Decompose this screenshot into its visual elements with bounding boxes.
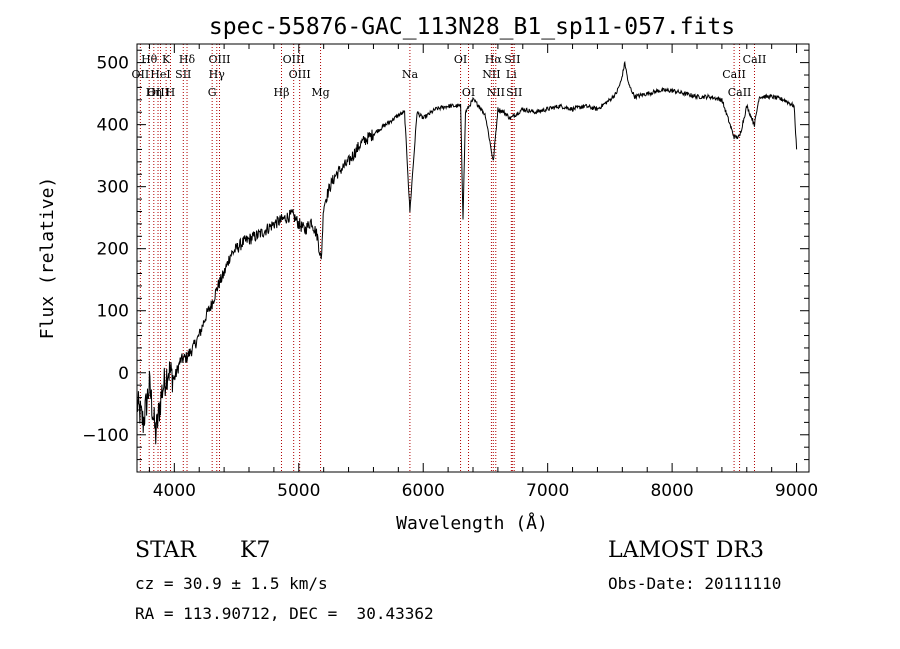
survey-name: LAMOST DR3 (608, 538, 764, 563)
x-tick-label: 4000 (153, 481, 196, 501)
spectral-line-markers: Hθ OII OIII K HeI Hη H Hδ SII OIII Hγ G OIII OIII Hβ Mg… (132, 44, 767, 472)
chart-title: spec-55876-GAC_113N28_B1_sp11-057.fits (209, 14, 735, 40)
line-marker-label: OII (132, 68, 150, 81)
line-marker-label: OIII (147, 86, 169, 99)
x-tick-label: 5000 (277, 481, 320, 501)
line-marker-label: Hγ (209, 68, 226, 81)
line-marker-label: CaII (743, 53, 767, 66)
y-tick-label: 500 (97, 54, 129, 74)
coordinates: RA = 113.90712, DEC = 30.43362 (135, 604, 434, 623)
line-marker-label: SII (175, 68, 191, 81)
line-marker-label: Hθ (141, 53, 158, 66)
line-marker-label: NII (487, 86, 505, 99)
spectrum-chart: spec-55876-GAC_113N28_B1_sp11-057.fits H… (37, 14, 818, 534)
line-marker-label: Hδ (179, 53, 196, 66)
y-tick-label: −100 (82, 426, 129, 446)
axis-ticks: 4000 5000 6000 7000 8000 9000 −100 0 100 200 300 40… (82, 44, 818, 501)
line-marker-label: Hβ (274, 86, 290, 99)
object-class: STAR (135, 538, 196, 563)
y-tick-label: 0 (118, 364, 129, 384)
line-marker-label: SII (504, 53, 520, 66)
line-marker-label: OI (454, 53, 467, 66)
line-marker-label: Na (402, 68, 419, 81)
line-marker-label: Hη (146, 86, 162, 99)
x-tick-label: 7000 (526, 481, 569, 501)
redshift-readout: cz = 30.9 ± 1.5 km/s (135, 574, 328, 593)
spectrum-series (136, 60, 798, 445)
y-tick-label: 100 (97, 302, 129, 322)
y-tick-label: 400 (97, 116, 129, 136)
line-marker-label: OIII (208, 53, 230, 66)
x-tick-label: 8000 (650, 481, 693, 501)
y-axis-label: Flux (relative) (37, 177, 58, 340)
line-marker-label: Mg (311, 86, 329, 99)
line-marker-label: OIII (289, 68, 311, 81)
line-marker-label: SII (506, 86, 522, 99)
line-marker-label: G (208, 86, 217, 99)
spectrum-line (136, 60, 798, 445)
line-marker-label: H (166, 86, 176, 99)
line-marker-label: CaII (728, 86, 752, 99)
line-marker-label: Li (506, 68, 517, 81)
line-marker-label: OIII (283, 53, 305, 66)
line-marker-label: CaII (722, 68, 746, 81)
x-tick-label: 6000 (402, 481, 445, 501)
line-marker-label: HeI (150, 68, 170, 81)
plot-frame (136, 43, 810, 473)
x-axis-label: Wavelength (Å) (396, 512, 548, 534)
line-marker-label: K (162, 53, 171, 66)
x-tick-label: 9000 (775, 481, 818, 501)
y-tick-label: 200 (97, 240, 129, 260)
obs-date: Obs-Date: 20111110 (608, 574, 782, 593)
line-marker-label: Hα (485, 53, 503, 66)
object-subclass: K7 (240, 538, 271, 563)
y-tick-label: 300 (97, 178, 129, 198)
line-marker-label: NII (482, 68, 500, 81)
line-marker-label: OI (462, 86, 475, 99)
